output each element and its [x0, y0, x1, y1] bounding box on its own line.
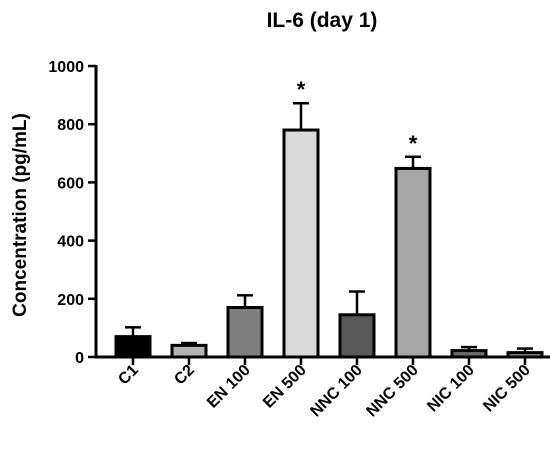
x-tick-label: C2 — [171, 362, 198, 389]
significance-annotation: * — [297, 77, 306, 102]
x-tick-label-group: NIC 500 — [480, 362, 534, 416]
x-tick-label: C1 — [115, 362, 142, 389]
bar — [114, 335, 152, 359]
x-tick-label: EN 100 — [204, 362, 254, 412]
y-tick-label: 800 — [57, 117, 84, 134]
x-tick-label-group: NNC 500 — [363, 362, 422, 421]
x-tick-label: NIC 500 — [480, 362, 534, 416]
bar — [506, 351, 544, 359]
x-tick-label-group: EN 500 — [260, 362, 310, 412]
y-tick-label: 600 — [57, 175, 84, 192]
x-tick-label-group: NNC 100 — [307, 362, 366, 421]
y-axis-label: Concentration (pg/mL) — [10, 113, 31, 317]
x-tick-label: NNC 500 — [363, 362, 422, 421]
x-tick-label-group: C1 — [115, 362, 142, 389]
x-tick-label-group: EN 100 — [204, 362, 254, 412]
bar — [338, 313, 376, 359]
bar — [170, 343, 208, 359]
significance-annotation: * — [409, 131, 418, 156]
bar — [226, 306, 264, 359]
bar — [394, 166, 432, 359]
bars: ** — [114, 77, 544, 359]
chart-title: IL-6 (day 1) — [267, 9, 378, 32]
x-tick-label-group: NIC 100 — [424, 362, 478, 416]
y-tick-label: 1000 — [48, 59, 84, 76]
y-tick-label: 200 — [57, 292, 84, 309]
x-tick-label-group: C2 — [171, 362, 198, 389]
x-tick-label: EN 500 — [260, 362, 310, 412]
x-tick-label: NIC 100 — [424, 362, 478, 416]
bar — [282, 128, 320, 359]
bar — [450, 349, 488, 359]
y-tick-label: 0 — [75, 350, 84, 367]
y-tick-label: 400 — [57, 234, 84, 251]
x-tick-label: NNC 100 — [307, 362, 366, 421]
